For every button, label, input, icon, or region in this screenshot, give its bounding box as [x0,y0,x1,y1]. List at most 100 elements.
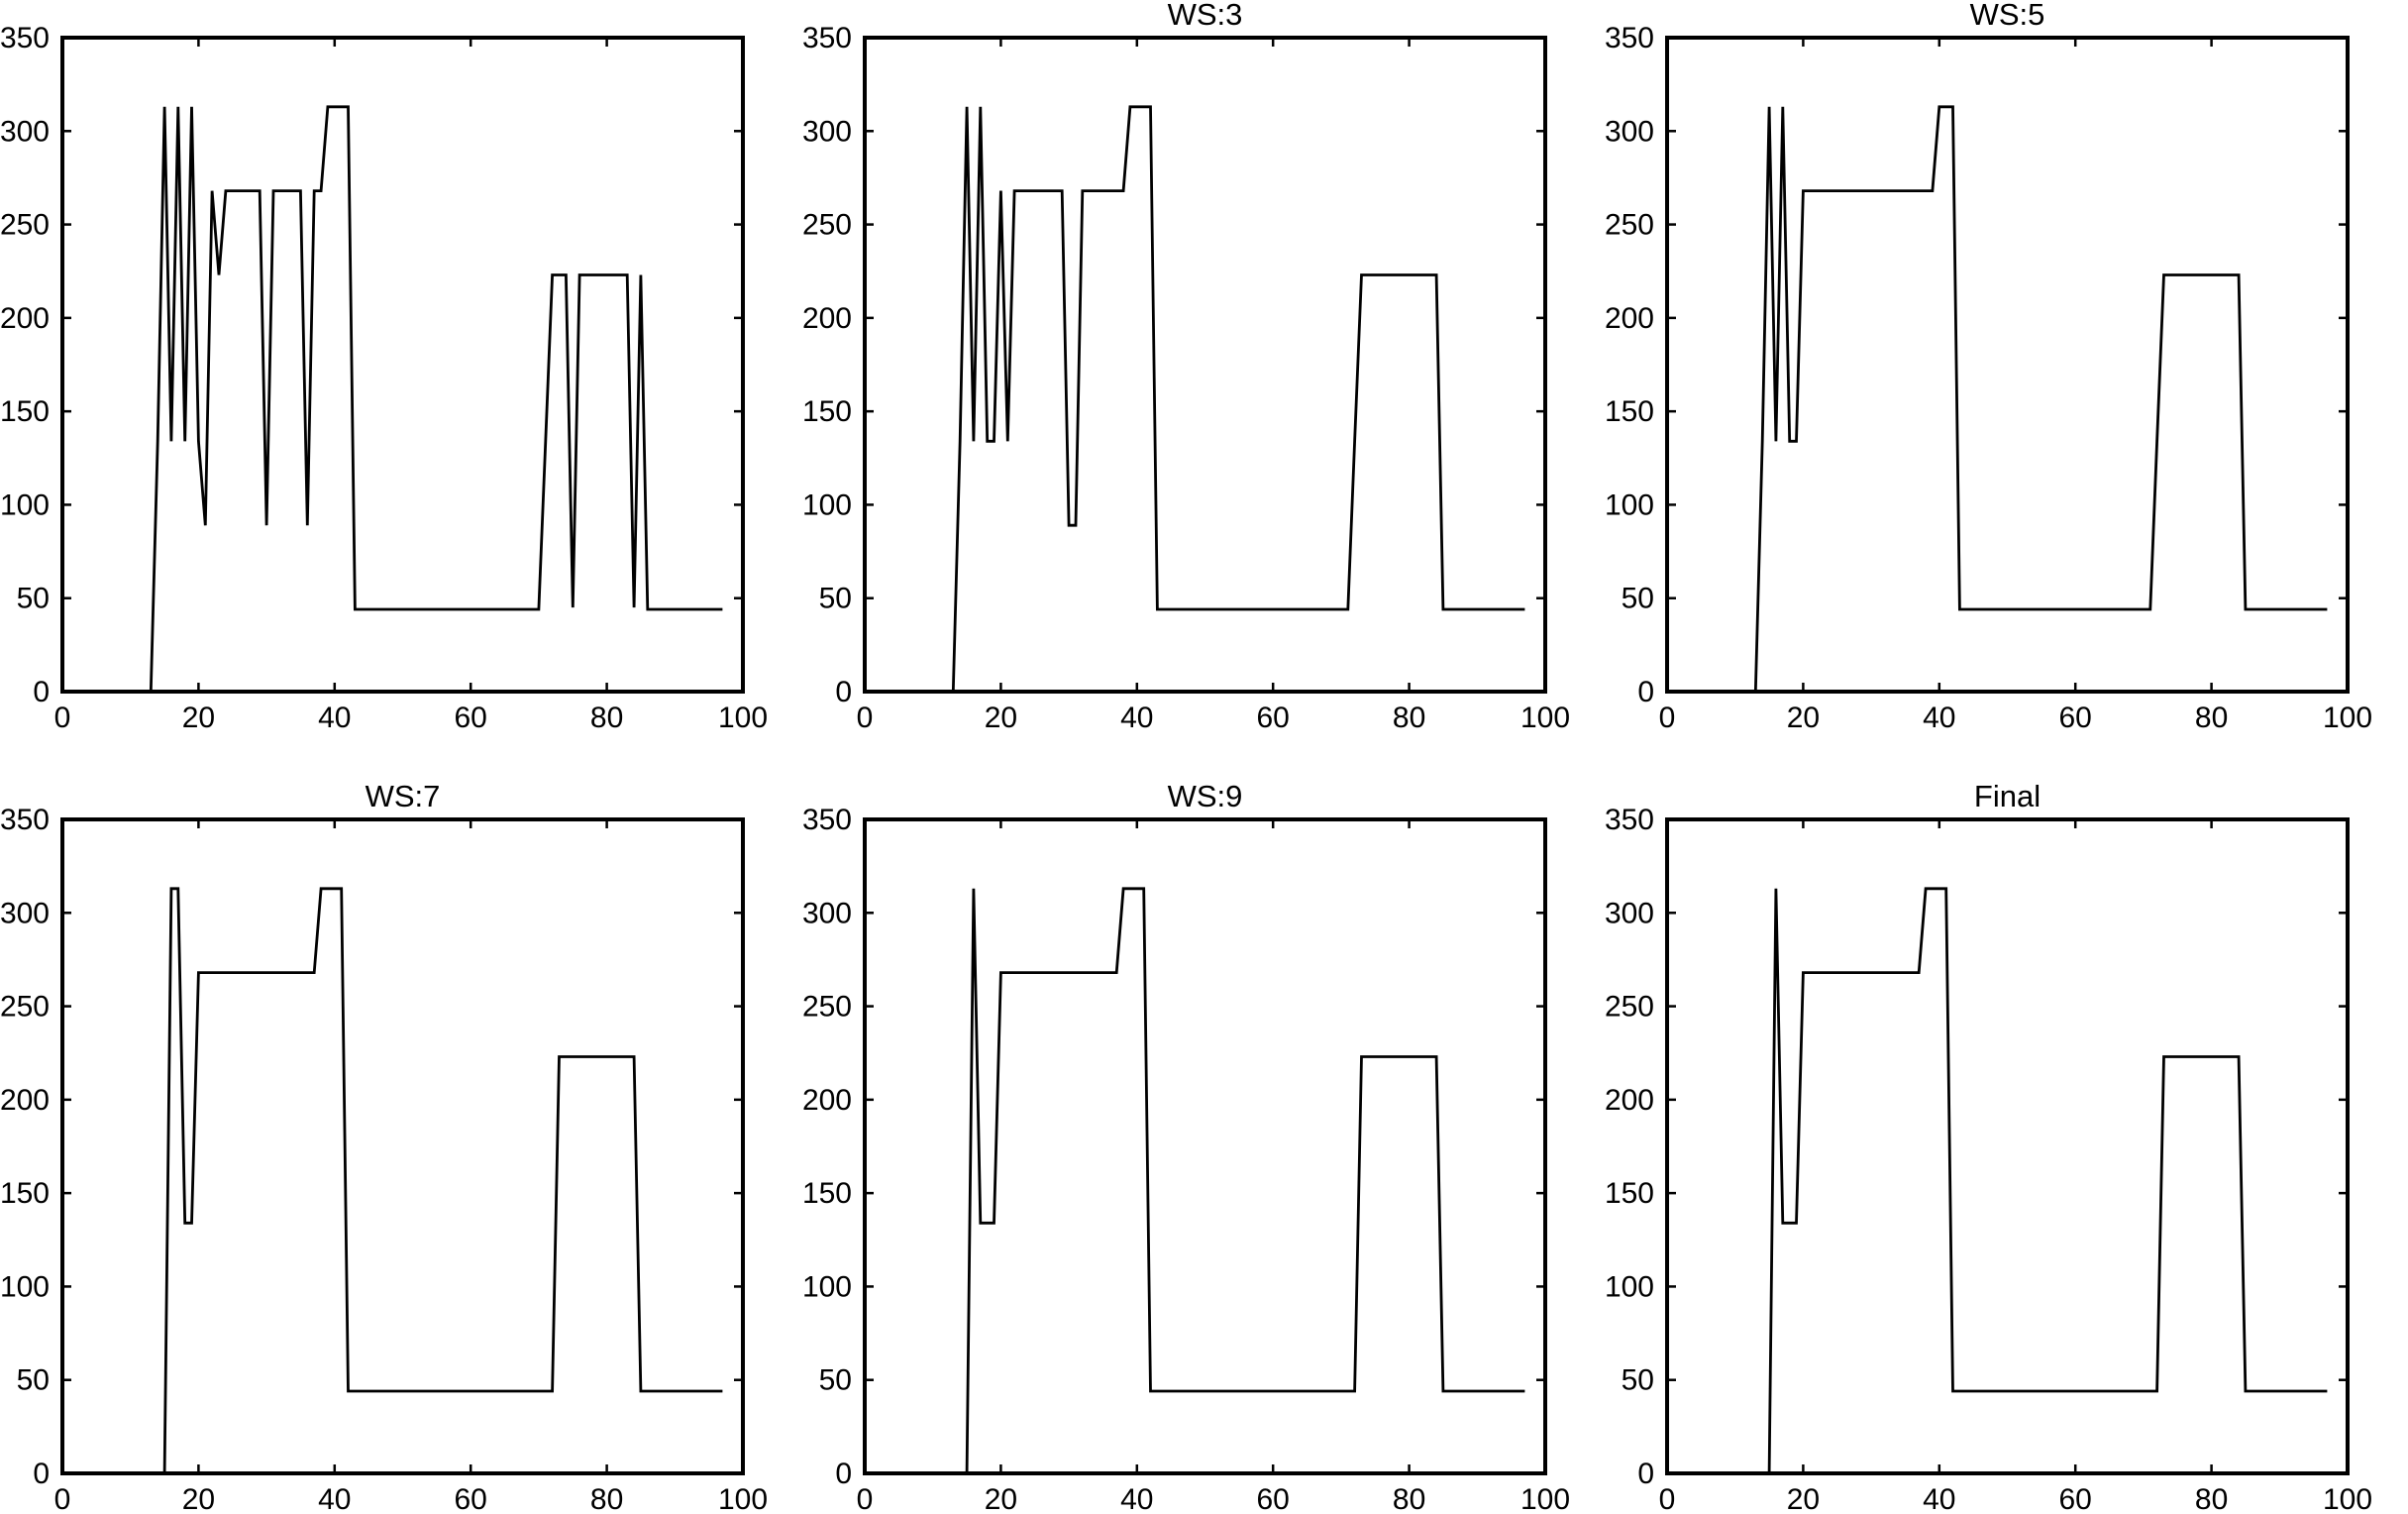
plot-box [1665,817,2350,1475]
x-tick-label: 40 [1923,702,1955,734]
signal-line [865,887,1525,1475]
x-tick-label: 40 [318,1483,351,1514]
y-tick-label: 50 [1622,583,1654,615]
y-tick-label: 350 [802,804,852,836]
x-tick-label: 60 [1257,702,1290,734]
x-tick-label: 80 [2195,702,2228,734]
x-tick-label: 20 [1787,1483,1820,1514]
axis-ticks: 0 20 40 60 80 100 0 50 100 150 200 250 300 350 [1605,22,2372,734]
plot-box [60,36,745,694]
y-tick-label: 50 [17,583,50,615]
subplot-title: WS:7 [366,779,441,813]
axis-ticks: 0 20 40 60 80 100 0 50 100 150 200 250 300 350 [0,22,768,734]
x-tick-label: 100 [2323,1483,2372,1514]
y-tick-label: 300 [0,115,50,148]
x-tick-label: 40 [1120,702,1153,734]
subplot-ws7: WS:7 0 20 40 60 80 100 0 50 100 150 200 250 300 350 [0,757,802,1514]
x-tick-label: 80 [1393,1483,1425,1514]
subplot-title: WS:9 [1168,779,1243,813]
y-tick-label: 0 [835,1458,852,1490]
subplot-title: WS:3 [1168,0,1243,32]
signal-line [1667,105,2328,694]
plot-svg: 0 20 40 60 80 100 0 50 100 150 200 250 300 350 [0,22,768,734]
plot-svg: WS:5 0 20 40 60 80 100 0 50 100 150 200 250 300 350 [1605,0,2372,734]
subplot-original: 0 20 40 60 80 100 0 50 100 150 200 250 300 350 [0,0,802,757]
y-tick-label: 250 [1605,209,1654,242]
axis-ticks: 0 20 40 60 80 100 0 50 100 150 200 250 300 350 [0,804,768,1514]
signal-line [62,105,723,694]
y-tick-label: 200 [0,1084,50,1117]
x-tick-label: 60 [2059,702,2092,734]
y-tick-label: 300 [802,897,852,929]
y-tick-label: 200 [0,302,50,335]
y-tick-label: 200 [1605,1084,1654,1117]
y-tick-label: 50 [819,583,852,615]
subplot-title: Final [1974,779,2041,813]
y-tick-label: 300 [0,897,50,929]
x-tick-label: 60 [1257,1483,1290,1514]
y-tick-label: 350 [1605,22,1654,54]
x-tick-label: 40 [318,702,351,734]
x-tick-label: 0 [54,1483,71,1514]
y-tick-label: 150 [802,1177,852,1210]
y-tick-label: 200 [1605,302,1654,335]
x-tick-label: 80 [1393,702,1425,734]
plot-svg: Final 0 20 40 60 80 100 0 50 100 150 200 250 300 350 [1605,779,2372,1514]
y-tick-label: 300 [802,115,852,148]
subplot-ws9: WS:9 0 20 40 60 80 100 0 50 100 150 200 250 300 350 [802,757,1605,1514]
x-tick-label: 0 [857,702,874,734]
x-tick-label: 80 [590,1483,623,1514]
x-tick-label: 20 [985,702,1017,734]
y-tick-label: 150 [1605,395,1654,428]
y-tick-label: 50 [17,1364,50,1397]
y-tick-label: 50 [819,1364,852,1397]
y-tick-label: 100 [1605,488,1654,521]
x-tick-label: 40 [1120,1483,1153,1514]
plot-svg: WS:3 0 20 40 60 80 100 0 50 100 150 200 250 300 350 [802,0,1570,734]
plot-box [863,36,1547,694]
y-tick-label: 250 [802,991,852,1024]
y-tick-label: 100 [0,1270,50,1303]
axis-ticks: 0 20 40 60 80 100 0 50 100 150 200 250 300 350 [802,804,1570,1514]
y-tick-label: 0 [33,1458,50,1490]
y-tick-label: 0 [1637,676,1654,708]
y-tick-label: 200 [802,1084,852,1117]
x-tick-label: 0 [1659,702,1676,734]
y-tick-label: 0 [1637,1458,1654,1490]
axis-ticks: 0 20 40 60 80 100 0 50 100 150 200 250 300 350 [1605,804,2372,1514]
x-tick-label: 80 [2195,1483,2228,1514]
y-tick-label: 100 [802,1270,852,1303]
subplot-ws3: WS:3 0 20 40 60 80 100 0 50 100 150 200 250 300 350 [802,0,1605,757]
x-tick-label: 20 [985,1483,1017,1514]
y-tick-label: 50 [1622,1364,1654,1397]
plot-svg: WS:9 0 20 40 60 80 100 0 50 100 150 200 250 300 350 [802,779,1570,1514]
y-tick-label: 250 [802,209,852,242]
subplot-title: WS:5 [1970,0,2045,32]
x-tick-label: 100 [2323,702,2372,734]
plot-box [1665,36,2350,694]
y-tick-label: 350 [1605,804,1654,836]
y-tick-label: 100 [0,488,50,521]
x-tick-label: 20 [1787,702,1820,734]
y-tick-label: 100 [1605,1270,1654,1303]
x-tick-label: 100 [718,1483,768,1514]
y-tick-label: 150 [1605,1177,1654,1210]
x-tick-label: 20 [182,1483,215,1514]
y-tick-label: 100 [802,488,852,521]
plot-svg: WS:7 0 20 40 60 80 100 0 50 100 150 200 250 300 350 [0,779,768,1514]
subplot-ws5: WS:5 0 20 40 60 80 100 0 50 100 150 200 250 300 350 [1605,0,2407,757]
x-tick-label: 60 [455,702,487,734]
signal-line [1667,887,2328,1475]
y-tick-label: 350 [0,804,50,836]
subplot-final: Final 0 20 40 60 80 100 0 50 100 150 200 250 300 350 [1605,757,2407,1514]
axis-ticks: 0 20 40 60 80 100 0 50 100 150 200 250 300 350 [802,22,1570,734]
plot-box [863,817,1547,1475]
x-tick-label: 40 [1923,1483,1955,1514]
x-tick-label: 100 [718,702,768,734]
y-tick-label: 0 [33,676,50,708]
y-tick-label: 300 [1605,115,1654,148]
x-tick-label: 60 [2059,1483,2092,1514]
x-tick-label: 80 [590,702,623,734]
x-tick-label: 0 [54,702,71,734]
